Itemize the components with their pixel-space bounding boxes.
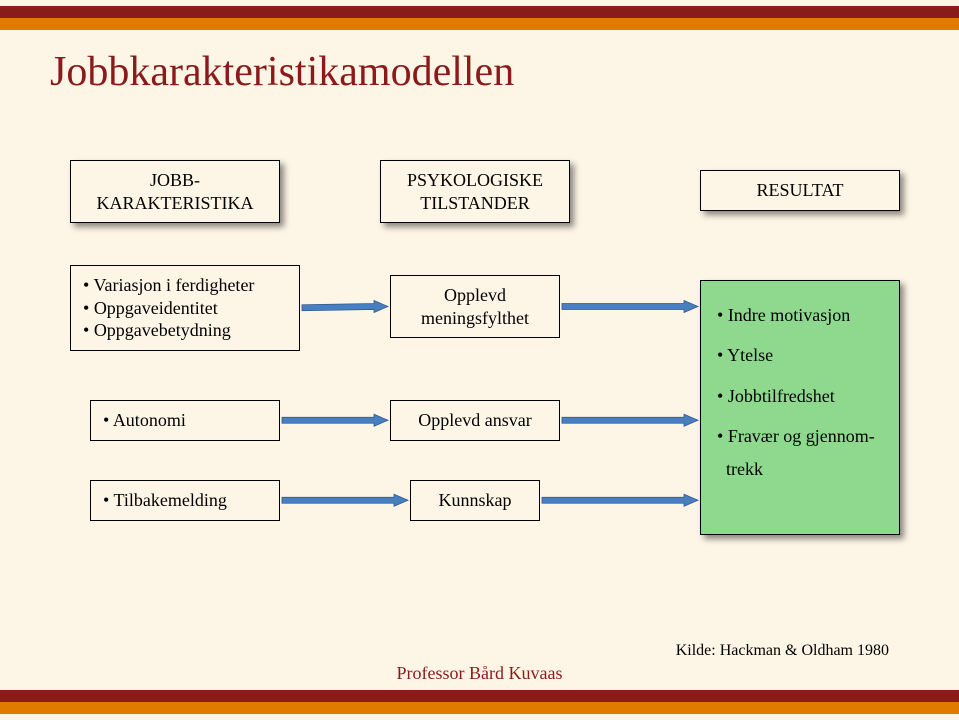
- arrow: [562, 301, 698, 313]
- arrow: [562, 414, 698, 426]
- footer-author: Professor Bård Kuvaas: [0, 663, 959, 684]
- arrow: [542, 494, 698, 506]
- source-citation: Kilde: Hackman & Oldham 1980: [676, 642, 889, 660]
- arrow: [302, 301, 388, 313]
- arrow: [282, 414, 388, 426]
- arrow: [282, 494, 408, 506]
- arrows-layer: [0, 0, 959, 720]
